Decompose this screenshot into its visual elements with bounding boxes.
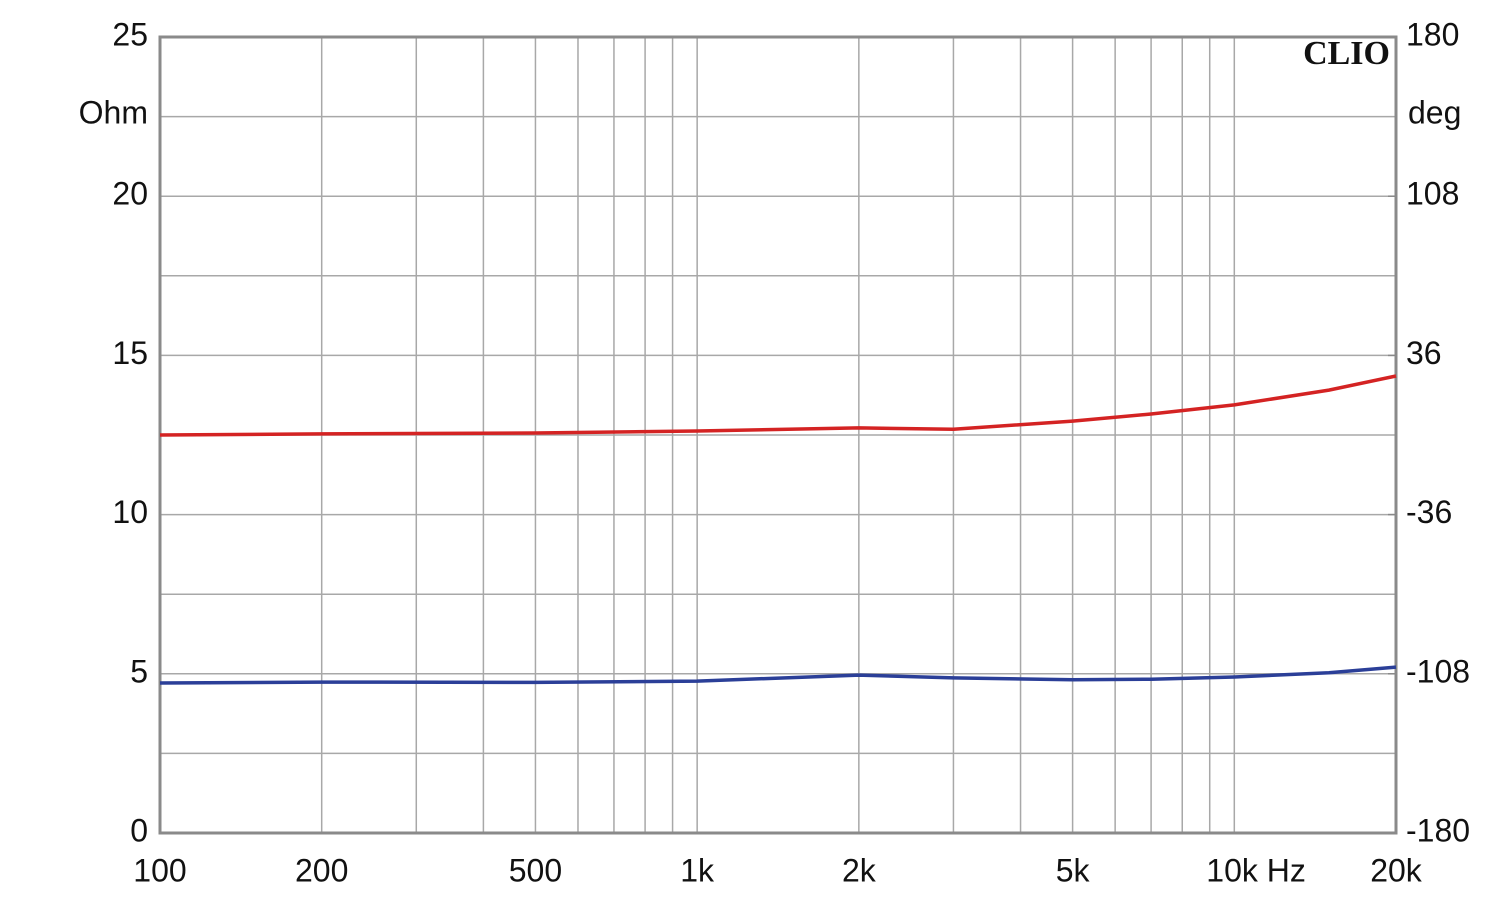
y-tick-label: 5: [130, 653, 148, 689]
y2-tick-label: 180: [1406, 16, 1459, 52]
x-tick-label: 100: [133, 852, 186, 888]
x-tick-label: 2k: [842, 852, 877, 888]
y-axis-label: Ohm: [79, 94, 148, 130]
y-tick-label: 0: [130, 812, 148, 848]
y2-tick-label: 36: [1406, 335, 1442, 371]
y-tick-label: 20: [112, 176, 148, 212]
y2-tick-label: 108: [1406, 176, 1459, 212]
x-tick-label: 20k: [1370, 852, 1423, 888]
x-tick-label: 5k: [1056, 852, 1091, 888]
y-tick-label: 15: [112, 335, 148, 371]
y2-tick-label: -180: [1406, 812, 1470, 848]
y-tick-label: 10: [112, 494, 148, 530]
y2-tick-label: -36: [1406, 494, 1452, 530]
series-line: [159, 374, 1397, 437]
y2-tick-label: -108: [1406, 653, 1470, 689]
y2-axis-label: deg: [1408, 94, 1461, 130]
y-tick-label: 25: [112, 16, 148, 52]
x-tick-label: 200: [295, 852, 348, 888]
x-tick-label: 500: [509, 852, 562, 888]
series-line: [159, 665, 1397, 685]
x-tick-label: 10k Hz: [1206, 852, 1306, 888]
watermark: CLIO: [1303, 35, 1390, 72]
x-tick-label: 1k: [680, 852, 715, 888]
